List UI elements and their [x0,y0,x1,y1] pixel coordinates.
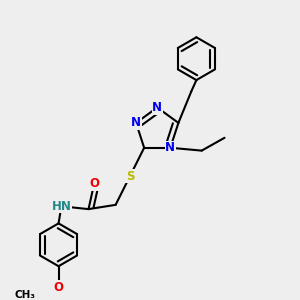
Text: O: O [53,281,64,294]
Text: S: S [126,170,134,183]
Text: N: N [152,101,162,114]
Text: N: N [131,116,141,129]
Text: O: O [89,177,99,190]
Text: N: N [165,141,175,154]
Text: CH₃: CH₃ [15,290,36,300]
Text: HN: HN [52,200,71,213]
